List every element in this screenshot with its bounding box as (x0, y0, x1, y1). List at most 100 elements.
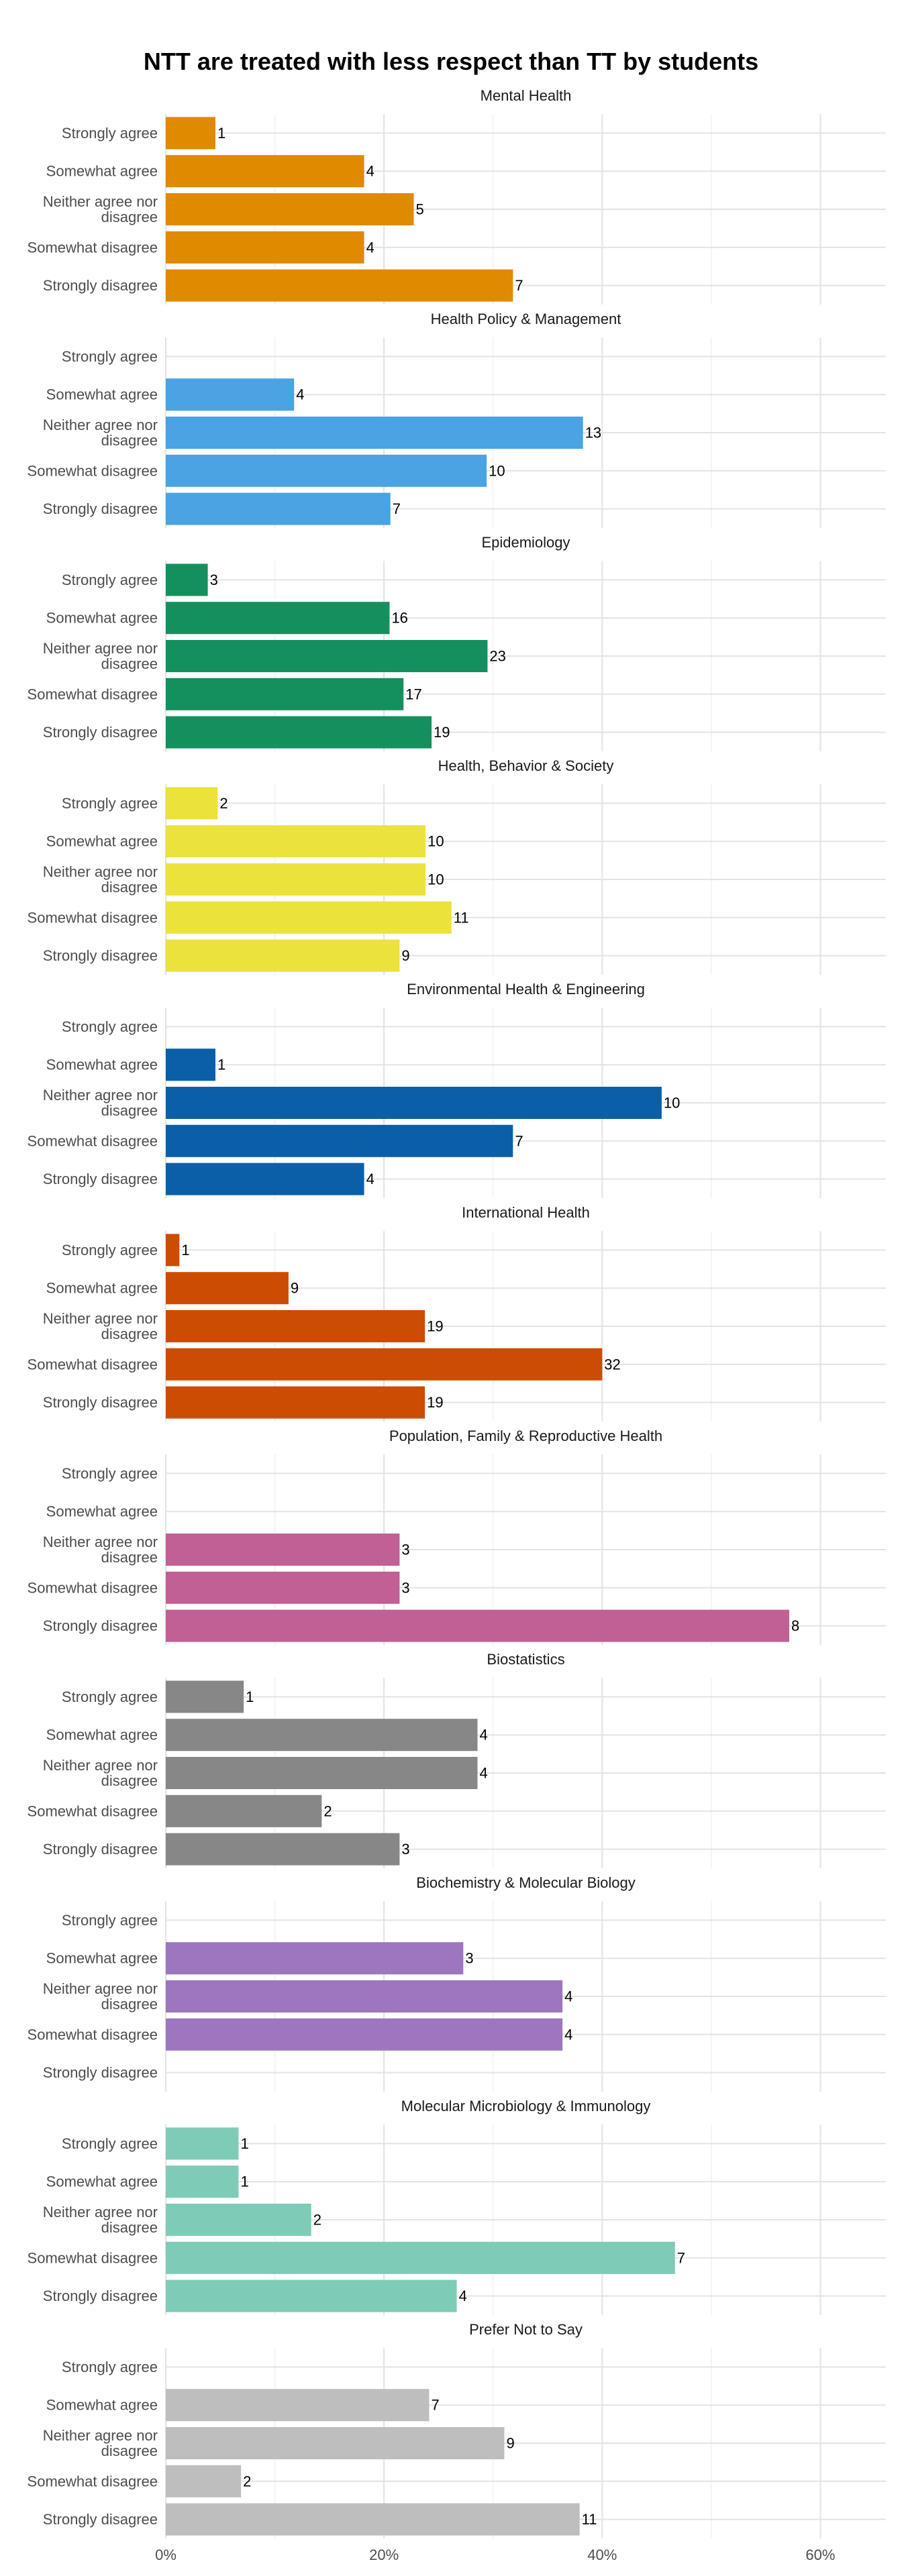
x-tick-label: 60% (805, 2546, 835, 2563)
panel-title: Environmental Health & Engineering (407, 981, 645, 998)
bar-data-label: 8 (791, 1617, 799, 1634)
bar-data-label: 1 (217, 125, 225, 142)
bar (166, 417, 583, 449)
panel-title: Molecular Microbiology & Immunology (401, 2098, 651, 2114)
bar-data-label: 11 (454, 909, 469, 926)
bar (166, 825, 426, 858)
y-tick-label: Strongly disagree (43, 500, 158, 517)
bar-data-label: 3 (401, 1841, 409, 1858)
panel-title: Biochemistry & Molecular Biology (416, 1874, 635, 1891)
bar-data-label: 10 (428, 833, 444, 850)
y-tick-label: Strongly agree (62, 1912, 158, 1929)
panel-title: Health, Behavior & Society (438, 757, 614, 774)
panel-international-health: International Health Strongly agree Somewh… (28, 1204, 886, 1421)
bar (166, 1757, 478, 1789)
y-tick-label: Somewhat agree (46, 1057, 158, 1073)
y-tick-label-multiline: Neither agree nor disagree (43, 1087, 158, 1119)
y-tick-label: Somewhat agree (46, 610, 158, 627)
bar (166, 640, 488, 672)
bar (166, 1272, 289, 1305)
y-tick-label: Somewhat disagree (28, 1356, 158, 1373)
bar-data-label: 10 (428, 871, 444, 888)
panel-health-policy-and-management: Health Policy & Management Strongly agree… (28, 311, 886, 528)
bar (166, 1234, 180, 1267)
y-tick-label: Somewhat disagree (28, 686, 158, 702)
y-tick-label: Strongly disagree (43, 724, 158, 741)
panel-mental-health: Mental Health Strongly agree Somewhat agre… (28, 87, 886, 305)
bar-data-label: 9 (291, 1280, 299, 1297)
panel-title: Biostatistics (487, 1651, 564, 1668)
bar-data-label: 4 (564, 1988, 572, 2005)
y-tick-label-multiline: Neither agree nor disagree (43, 863, 158, 896)
y-tick-label: Somewhat agree (46, 1727, 158, 1743)
y-tick-label: Strongly agree (62, 125, 158, 142)
y-tick-label-multiline: Neither agree nor disagree (43, 1980, 158, 2012)
y-tick-label: Somewhat agree (46, 386, 158, 403)
bar (166, 2204, 311, 2236)
bar-data-label: 1 (217, 1057, 225, 1073)
y-tick-label: Somewhat agree (46, 2174, 158, 2190)
y-tick-label-multiline: Neither agree nor disagree (43, 640, 158, 672)
bar (166, 1124, 513, 1157)
y-tick-label: Somewhat agree (46, 833, 158, 850)
y-tick-label-multiline: Neither agree nor disagree (43, 417, 158, 449)
bar (166, 1386, 425, 1419)
y-tick-label: Strongly agree (62, 572, 158, 588)
bar (166, 863, 426, 896)
bar-data-label: 3 (210, 572, 218, 588)
bar (166, 2465, 242, 2498)
bar (166, 117, 215, 150)
bar (166, 231, 364, 264)
bar (166, 454, 487, 487)
y-tick-label: Strongly disagree (43, 1617, 158, 1634)
bar-data-label: 1 (240, 2135, 248, 2152)
bar (166, 2241, 675, 2274)
x-tick-label: 40% (587, 2546, 617, 2563)
y-tick-label: Strongly disagree (43, 2288, 158, 2304)
bar (166, 269, 513, 302)
bar-data-label: 4 (459, 2288, 467, 2304)
panel-title: Health Policy & Management (431, 311, 621, 327)
bar-data-label: 4 (366, 163, 374, 180)
bar-data-label: 7 (515, 277, 523, 294)
x-tick-label: 0% (155, 2546, 177, 2563)
bar-data-label: 7 (677, 2249, 685, 2266)
bar-data-label: 19 (434, 724, 450, 741)
bar-data-label: 9 (401, 947, 409, 964)
bar (166, 2389, 430, 2422)
y-tick-label-multiline: Neither agree nor disagree (43, 2204, 158, 2236)
bar-data-label: 4 (479, 1727, 487, 1743)
bar (166, 1680, 244, 1713)
bar (166, 1348, 603, 1381)
bar-data-label: 4 (479, 1765, 487, 1782)
bar (166, 1942, 464, 1975)
bar (166, 716, 432, 749)
bar (166, 1049, 215, 1081)
y-tick-label: Strongly disagree (43, 1171, 158, 1187)
bar-data-label: 1 (240, 2174, 248, 2190)
bar (166, 1163, 364, 1195)
y-tick-label: Strongly agree (62, 2359, 158, 2375)
y-tick-label: Strongly agree (62, 1242, 158, 1258)
x-axis: 0% 20% 40% 60% (155, 2546, 835, 2563)
panel-biochemistry-and-molecular-biology: Biochemistry & Molecular Biology Strongly… (28, 1874, 886, 2092)
x-tick-label: 20% (369, 2546, 399, 2563)
bar (166, 2503, 580, 2536)
y-tick-label: Somewhat disagree (28, 2026, 158, 2043)
bar-data-label: 10 (664, 1095, 680, 1112)
bar-data-label: 5 (416, 201, 424, 218)
panel-population-family-and-reproductive-health: Population, Family & Reproductive Health… (28, 1428, 886, 1645)
bar (166, 1980, 563, 2012)
bar-data-label: 19 (427, 1318, 443, 1335)
bar-data-label: 4 (366, 1171, 374, 1187)
y-tick-label-multiline: Neither agree nor disagree (43, 1757, 158, 1789)
bar (166, 492, 391, 525)
panel-title: Prefer Not to Say (469, 2321, 583, 2338)
panel-biostatistics: Biostatistics Strongly agree Somewhat agre… (28, 1651, 886, 1868)
panel-environmental-health-and-engineering: Environmental Health & Engineering Strong… (28, 981, 886, 1198)
y-tick-label: Strongly agree (62, 795, 158, 812)
chart-title: NTT are treated with less respect than T… (144, 48, 758, 75)
bar-data-label: 1 (246, 1688, 254, 1705)
bar (166, 2018, 563, 2051)
bar (166, 1571, 400, 1604)
